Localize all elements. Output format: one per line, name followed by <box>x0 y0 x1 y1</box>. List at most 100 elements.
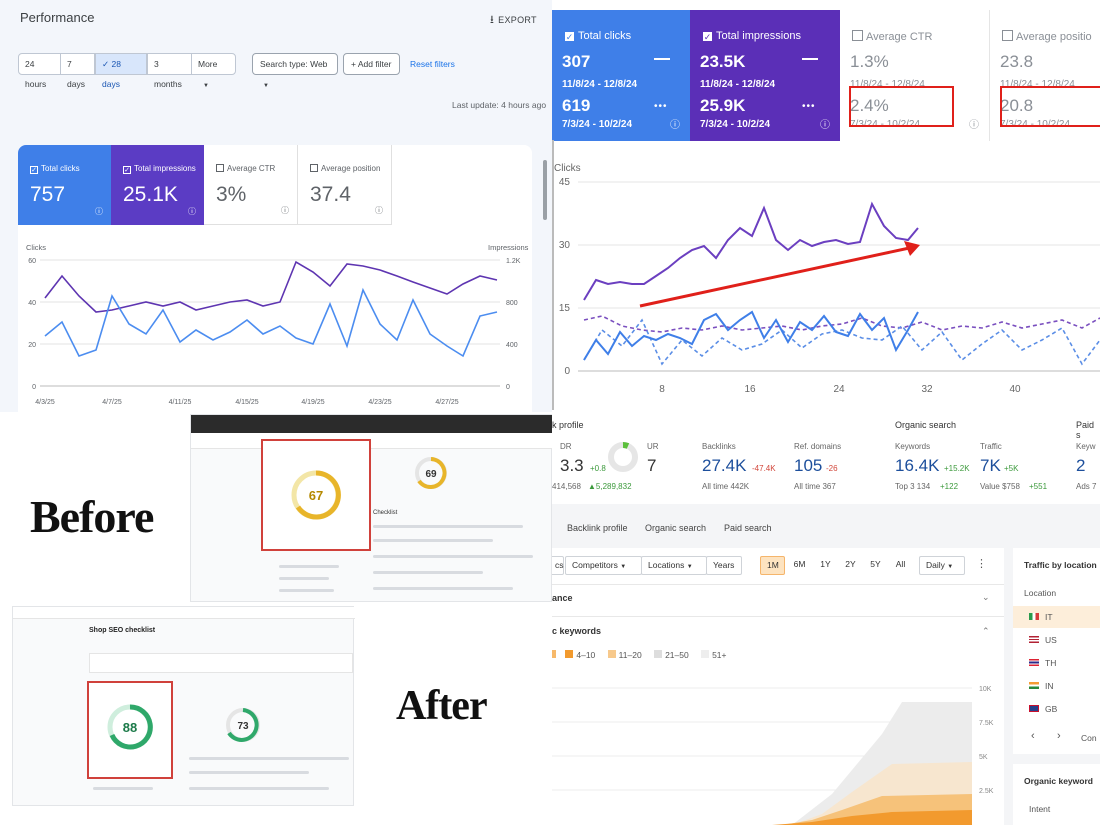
dr-donut-icon <box>608 442 638 472</box>
section-organic-keywords: c keywords <box>552 626 602 636</box>
location-row-selected[interactable] <box>1013 606 1100 628</box>
checkbox-checked-icon[interactable] <box>607 650 616 658</box>
organic-keywords-card: Organic keyword Intent <box>1013 764 1100 825</box>
section-performance: ance <box>552 593 573 603</box>
location-row[interactable]: IN <box>1029 681 1054 691</box>
metric-value-ref-domains[interactable]: 105 <box>794 456 823 475</box>
help-icon[interactable]: ⓘ <box>95 207 103 216</box>
period-all[interactable]: All <box>888 556 913 575</box>
compare-link[interactable]: Con <box>1081 733 1097 743</box>
checkbox-icon[interactable] <box>654 650 663 658</box>
chevron-left-icon[interactable]: ‹ <box>1031 730 1035 742</box>
checkbox-checked-icon[interactable] <box>552 650 556 658</box>
export-button[interactable]: ⭳ EXPORT <box>490 14 537 26</box>
right-tick: 800 <box>506 300 518 307</box>
scrollbar-track[interactable] <box>552 140 554 410</box>
metric-value-keywords[interactable]: 16.4K <box>895 456 940 475</box>
help-icon[interactable]: ⓘ <box>670 120 680 131</box>
location-row[interactable]: IT <box>1029 612 1053 622</box>
range-7-days[interactable]: 7 days <box>60 53 95 89</box>
compare-card-total-impressions[interactable]: ✓ Total impressions 23.5K 11/8/24 - 12/8/… <box>690 10 840 141</box>
chevron-right-icon[interactable]: › <box>1057 730 1061 742</box>
after-score-gauge: 88 <box>107 704 153 750</box>
ahrefs-panel: k profile Organic search Paid s DR 3.3 +… <box>552 412 1100 825</box>
x-tick: 4/23/25 <box>368 399 391 406</box>
clicks-prior-dashed-line <box>583 318 1100 366</box>
metric-value-paid-keywords[interactable]: 2 <box>1076 456 1086 475</box>
gsc-performance-panel: Performance ⭳ EXPORT 24 hours 7 days ✓ 28… <box>0 0 552 412</box>
x-tick: 4/11/25 <box>169 399 192 406</box>
checkbox-checked-icon[interactable] <box>565 650 574 658</box>
keywords-area-chart: 10K 7.5K 5K 2.5K <box>552 686 994 825</box>
help-icon[interactable]: ⓘ <box>969 120 979 131</box>
highlight-box <box>87 681 173 779</box>
metric-value-traffic[interactable]: 7K <box>980 456 1001 475</box>
download-icon: ⭳ <box>490 14 495 26</box>
metric-card-total-impressions[interactable]: ✓ Total impressions 25.1K ⓘ <box>111 145 204 225</box>
more-options-icon[interactable]: ⋮ <box>976 558 987 570</box>
impressions-line <box>44 260 498 313</box>
area-top-3 <box>552 810 972 825</box>
checkbox-icon <box>216 164 224 172</box>
scrollbar-thumb[interactable] <box>543 160 547 220</box>
period-5y[interactable]: 5Y <box>863 556 888 575</box>
location-row[interactable]: GB <box>1029 704 1057 714</box>
chevron-down-icon[interactable]: ⌄ <box>982 592 990 602</box>
x-tick: 32 <box>921 384 933 395</box>
metric-sub-keywords: Top 3 134 <box>895 482 931 491</box>
compare-card-average-position[interactable]: Average positio 23.8 11/8/24 - 12/8/24 2… <box>1000 30 1092 130</box>
location-row[interactable]: TH <box>1029 658 1056 668</box>
flag-italy-icon <box>1029 613 1039 620</box>
tab-backlink-profile[interactable]: Backlink profile <box>567 523 628 533</box>
period-6m[interactable]: 6M <box>787 556 812 575</box>
checkbox-checked-icon: ✓ <box>30 166 38 174</box>
search-type-dropdown[interactable]: Search type: Web ▼ <box>252 53 338 89</box>
metric-label-keywords: Keywords <box>895 442 931 451</box>
tab-paid-search[interactable]: Paid search <box>724 523 772 533</box>
metric-card-average-position[interactable]: Average position 37.4 ⓘ <box>298 145 392 225</box>
metric-card-total-clicks[interactable]: ✓ Total clicks 757 ⓘ <box>18 145 111 225</box>
range-28-days[interactable]: ✓ 28 days <box>95 53 147 89</box>
organic-keywords-title: Organic keyword <box>1024 776 1093 786</box>
locations-dropdown[interactable]: Locations ▼ <box>641 556 707 575</box>
kw-range-filters: 4–10 11–20 21–50 51+ <box>552 650 727 660</box>
y-tick: 7.5K <box>979 720 994 727</box>
axis-label: Clicks <box>554 163 581 174</box>
check-icon: ✓ <box>102 59 112 69</box>
help-icon[interactable]: ⓘ <box>281 206 289 215</box>
toolbar-tab[interactable]: cs <box>552 556 564 575</box>
help-icon[interactable]: ⓘ <box>375 206 383 215</box>
compare-card-average-ctr[interactable]: Average CTR 1.3% 11/8/24 - 12/8/24 2.4% … <box>840 10 990 141</box>
range-more[interactable]: More ▼ <box>191 53 236 89</box>
help-icon[interactable]: ⓘ <box>820 120 830 131</box>
period-2y[interactable]: 2Y <box>838 556 863 575</box>
dashed-line-legend-icon: ••• <box>802 101 816 112</box>
intent-column: Intent <box>1029 804 1051 814</box>
help-icon[interactable]: ⓘ <box>188 207 196 216</box>
granularity-dropdown[interactable]: Daily ▼ <box>919 556 965 575</box>
location-row[interactable]: US <box>1029 635 1057 645</box>
impressions-current-line <box>583 201 919 301</box>
chevron-up-icon[interactable]: ⌃ <box>982 626 990 636</box>
tab-organic-search[interactable]: Organic search <box>645 523 707 533</box>
period-1y[interactable]: 1Y <box>813 556 838 575</box>
range-3-months[interactable]: 3 months <box>147 53 192 89</box>
years-button[interactable]: Years <box>706 556 742 575</box>
metric-value-backlinks[interactable]: 27.4K <box>702 456 747 475</box>
metric-delta-dr: +0.8 <box>590 464 606 473</box>
x-tick: 16 <box>744 384 756 395</box>
x-tick: 40 <box>1009 384 1021 395</box>
reset-filters-link[interactable]: Reset filters <box>410 59 455 69</box>
checkbox-checked-icon: ✓ <box>564 31 575 42</box>
competitors-dropdown[interactable]: Competitors ▼ <box>565 556 642 575</box>
period-1m[interactable]: 1M <box>760 556 785 575</box>
checklist-title: Shop SEO checklist <box>89 627 156 634</box>
clicks-line <box>44 287 498 358</box>
metric-label-ur: UR <box>647 442 659 451</box>
left-axis-label: Clicks <box>26 243 46 252</box>
highlight-box <box>1000 86 1100 127</box>
add-filter-button[interactable]: + Add filter <box>343 53 400 75</box>
compare-card-total-clicks[interactable]: ✓ Total clicks 307 11/8/24 - 12/8/24 619 … <box>552 10 690 141</box>
checkbox-icon[interactable] <box>701 650 710 658</box>
metric-card-average-ctr[interactable]: Average CTR 3% ⓘ <box>204 145 298 225</box>
